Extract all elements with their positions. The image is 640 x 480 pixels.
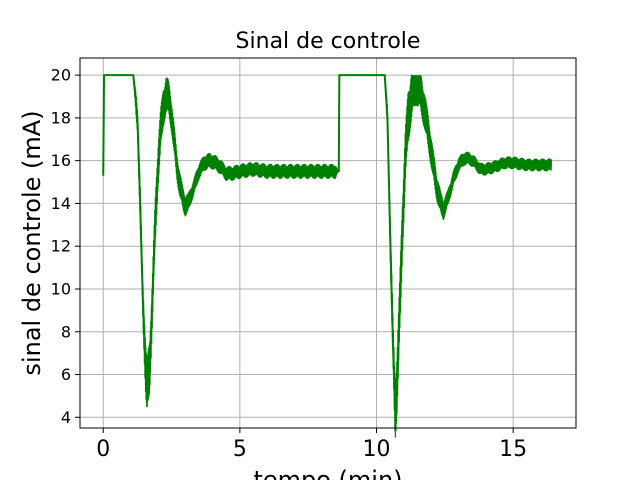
x-tick-label: 5 [233, 437, 247, 462]
y-tick-label: 8 [61, 322, 71, 341]
y-tick-label: 12 [51, 237, 71, 256]
y-axis-ticks: 4 6 8 10 12 14 16 18 20 [51, 66, 80, 427]
y-tick-label: 20 [51, 66, 71, 85]
grid [80, 58, 576, 428]
y-tick-label: 4 [61, 408, 71, 427]
y-tick-label: 16 [51, 151, 71, 170]
y-axis-label: sinal de controle (mA) [18, 110, 46, 375]
plot-frame [79, 57, 577, 429]
x-tick-label: 0 [96, 437, 110, 462]
x-axis-label: tempo (min) [253, 466, 402, 480]
y-tick-label: 18 [51, 108, 71, 127]
x-tick-label: 10 [363, 437, 391, 462]
y-tick-label: 10 [51, 279, 71, 298]
series-oscillation [102, 74, 552, 438]
x-axis-ticks: 0 5 10 15 [96, 428, 527, 462]
y-tick-label: 6 [61, 365, 71, 384]
y-tick-label: 14 [51, 194, 71, 213]
series-group [102, 74, 552, 438]
chart-title: Sinal de controle [236, 29, 421, 54]
x-tick-label: 15 [499, 437, 527, 462]
